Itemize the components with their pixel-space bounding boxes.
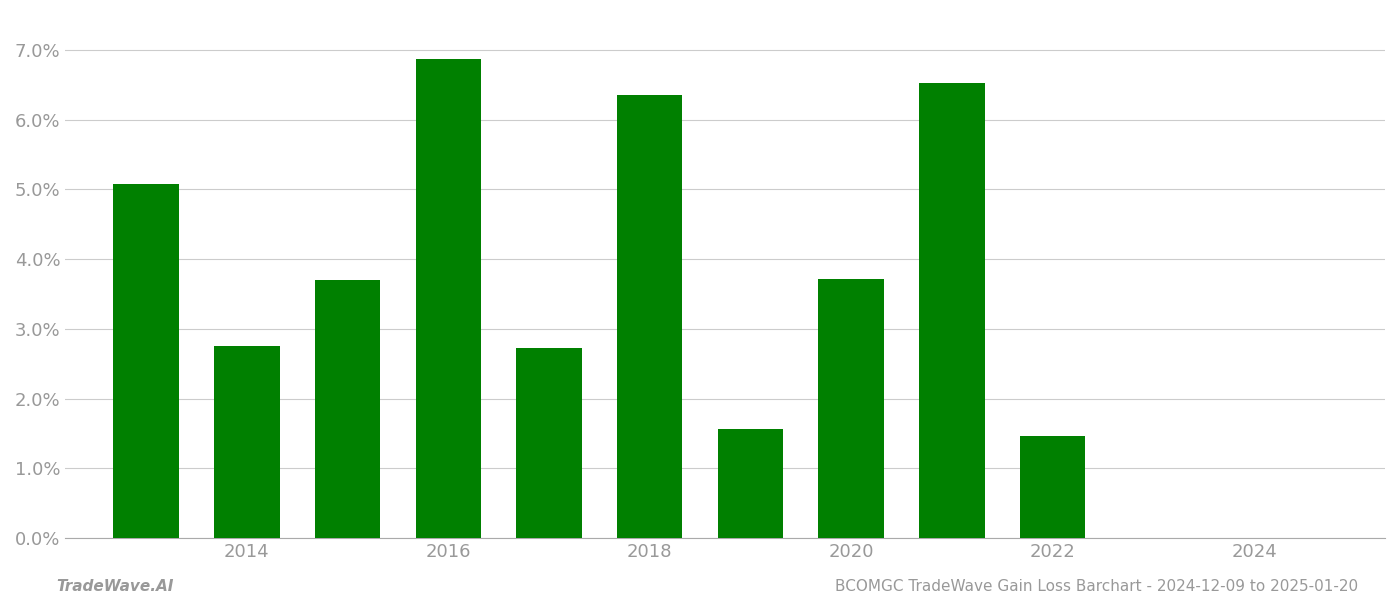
Bar [1019, 436, 1085, 538]
Bar [113, 184, 179, 538]
Bar [517, 349, 582, 538]
Bar [920, 83, 984, 538]
Text: BCOMGC TradeWave Gain Loss Barchart - 2024-12-09 to 2025-01-20: BCOMGC TradeWave Gain Loss Barchart - 20… [834, 579, 1358, 594]
Text: TradeWave.AI: TradeWave.AI [56, 579, 174, 594]
Bar [416, 59, 482, 538]
Bar [214, 346, 280, 538]
Bar [718, 428, 783, 538]
Bar [617, 95, 682, 538]
Bar [315, 280, 381, 538]
Bar [819, 278, 883, 538]
